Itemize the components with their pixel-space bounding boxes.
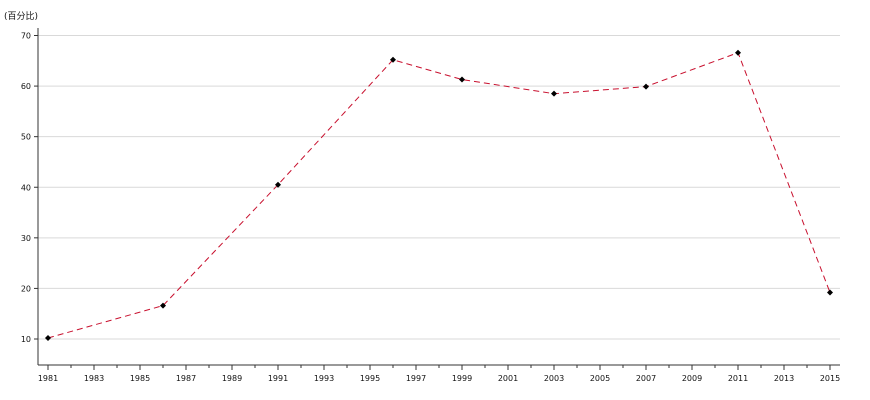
y-tick-label: 60 (21, 82, 31, 91)
data-point-2015 (827, 289, 833, 296)
x-tick-label: 2015 (820, 374, 840, 383)
x-tick-label: 1987 (176, 374, 196, 383)
x-tick-label: 1995 (360, 374, 380, 383)
data-point-1981 (45, 334, 51, 341)
data-point-1991 (275, 181, 281, 188)
y-tick-label: 50 (21, 133, 31, 142)
data-point-2003 (551, 90, 557, 97)
data-point-1996 (390, 56, 396, 63)
x-tick-label: 2011 (728, 374, 748, 383)
x-tick-label: 1985 (130, 374, 150, 383)
data-point-1999 (459, 76, 465, 83)
data-point-2011 (735, 49, 741, 56)
x-tick-labels: 1981 1983 1985 1987 1989 1991 1993 1995 1997 1999… (38, 365, 840, 383)
x-tick-label: 1997 (406, 374, 426, 383)
y-tick-label: 20 (21, 284, 31, 293)
y-tick-label: 10 (21, 335, 31, 344)
y-tick-labels: 10 20 30 40 50 60 70 (21, 32, 38, 344)
x-tick-label: 1991 (268, 374, 288, 383)
y-axis-unit-label: (百分比) (4, 10, 38, 22)
x-tick-label: 2013 (774, 374, 794, 383)
x-tick-label: 1989 (222, 374, 242, 383)
x-tick-label: 2005 (590, 374, 610, 383)
x-tick-label: 1999 (452, 374, 472, 383)
y-tick-label: 70 (21, 32, 31, 41)
gridlines (38, 35, 840, 340)
x-tick-label: 1993 (314, 374, 334, 383)
data-point-2007 (643, 83, 649, 90)
data-point-1986 (160, 302, 166, 309)
data-points (45, 49, 833, 341)
x-tick-label: 2001 (498, 374, 518, 383)
x-tick-label: 2007 (636, 374, 656, 383)
axes (37, 28, 840, 366)
x-tick-label: 2003 (544, 374, 564, 383)
series-line (47, 52, 831, 339)
y-tick-label: 40 (21, 183, 31, 192)
x-tick-label: 1983 (84, 374, 104, 383)
series-layer (47, 52, 831, 339)
x-tick-label: 2009 (682, 374, 702, 383)
x-tick-label: 1981 (38, 374, 58, 383)
y-tick-label: 30 (21, 234, 31, 243)
